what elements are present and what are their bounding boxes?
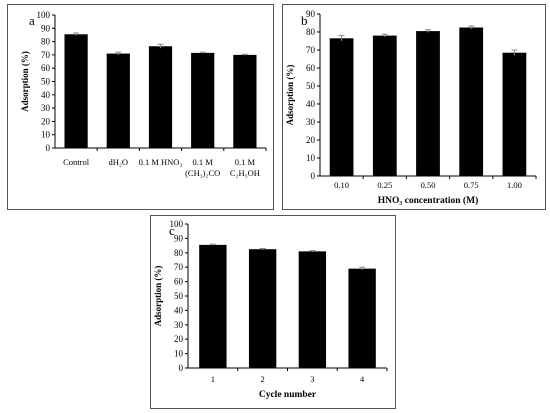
x-tick-label: 0.25 <box>377 180 392 190</box>
bar <box>191 52 215 148</box>
y-tick-label: 30 <box>306 117 316 127</box>
y-tick-label: 80 <box>174 248 184 258</box>
x-axis-label: HNO₃ concentration (M) <box>378 195 478 206</box>
bar <box>248 249 277 368</box>
y-tick-label: 20 <box>306 135 316 145</box>
x-tick-label: 1 <box>211 374 215 384</box>
bar <box>372 35 397 176</box>
bar <box>106 53 130 148</box>
y-tick-label: 20 <box>174 334 184 344</box>
bar <box>459 27 484 176</box>
y-tick-label: 100 <box>37 10 51 20</box>
y-tick-label: 90 <box>174 233 184 243</box>
x-tick-label: 0.50 <box>421 180 436 190</box>
x-tick-label: 0.1 M <box>193 157 214 167</box>
y-tick-label: 50 <box>41 77 51 87</box>
panel-label: a <box>29 13 35 28</box>
y-tick-label: 70 <box>174 262 184 272</box>
y-axis-label: Adsorption (%) <box>153 266 163 327</box>
y-tick-label: 90 <box>41 23 51 33</box>
bar <box>64 34 88 148</box>
panel-label: c <box>169 223 175 238</box>
y-tick-label: 80 <box>41 37 51 47</box>
chart-svg-b: b 0 10 20 30 40 50 60 70 80 90 Adsorption (%) 0.10 0.… <box>285 9 537 206</box>
y-tick-label: 40 <box>41 90 51 100</box>
bar <box>199 244 227 368</box>
y-tick-label: 0 <box>179 363 184 373</box>
y-tick-label: 100 <box>170 219 184 229</box>
y-tick-label: 50 <box>306 81 316 91</box>
y-tick-label: 0 <box>311 171 316 181</box>
y-tick-label: 20 <box>41 116 51 126</box>
y-tick-label: 40 <box>306 99 316 109</box>
bar <box>502 52 527 177</box>
x-tick-label: 0.1 M <box>235 157 256 167</box>
y-tick-label: 70 <box>41 50 51 60</box>
x-tick-label: 3 <box>310 374 314 384</box>
y-tick-label: 10 <box>41 130 51 140</box>
x-tick-label: 4 <box>360 374 365 384</box>
y-tick-label: 0 <box>46 143 51 153</box>
bar <box>233 54 257 148</box>
x-tick-label: Control <box>63 157 90 167</box>
x-tick-label: 0.1 M HNO₃ <box>139 157 183 167</box>
y-tick-label: 90 <box>306 9 316 19</box>
y-tick-label: 30 <box>174 320 184 330</box>
bar <box>298 251 327 368</box>
x-tick-label: 0.75 <box>464 180 479 190</box>
y-tick-label: 40 <box>174 305 184 315</box>
y-tick-label: 60 <box>41 63 51 73</box>
x-tick-label: dH₂O <box>109 157 129 167</box>
y-axis-label: Adsorption (%) <box>20 51 30 112</box>
y-tick-label: 70 <box>306 45 316 55</box>
x-tick-label: 1.00 <box>507 180 522 190</box>
x-tick-label: 0.10 <box>334 180 349 190</box>
y-tick-label: 60 <box>306 63 316 73</box>
chart-panel-b: b 0 10 20 30 40 50 60 70 80 90 Adsorption (%) 0.10 0.… <box>282 4 546 210</box>
x-tick-label: (CH₃)₂CO <box>185 168 220 178</box>
chart-svg-a: a 0 10 20 30 40 50 60 70 80 90 100 Adsorption (%) Con… <box>20 10 267 178</box>
bar <box>329 38 354 176</box>
y-axis-label: Adsorption (%) <box>285 65 295 126</box>
y-tick-label: 50 <box>174 291 184 301</box>
y-tick-label: 10 <box>174 349 184 359</box>
chart-panel-a: a 0 10 20 30 40 50 60 70 80 90 100 Adsorption (%) Con… <box>7 4 274 210</box>
chart-svg-c: c 0 10 20 30 40 50 60 70 80 90 100 Adsorption (%) 1 2 3… <box>153 219 388 400</box>
x-tick-label: 2 <box>261 374 265 384</box>
y-tick-label: 30 <box>41 103 51 113</box>
bar <box>416 31 440 176</box>
panel-label: b <box>301 13 308 28</box>
y-tick-label: 60 <box>174 277 184 287</box>
bar <box>348 268 376 368</box>
x-tick-label: C₂H₅OH <box>230 168 260 178</box>
chart-panel-c: c 0 10 20 30 40 50 60 70 80 90 100 Adsorption (%) 1 2 3… <box>150 215 396 409</box>
y-tick-label: 10 <box>306 153 316 163</box>
bar <box>148 46 173 148</box>
x-axis-label: Cycle number <box>259 390 317 400</box>
y-tick-label: 80 <box>306 27 316 37</box>
